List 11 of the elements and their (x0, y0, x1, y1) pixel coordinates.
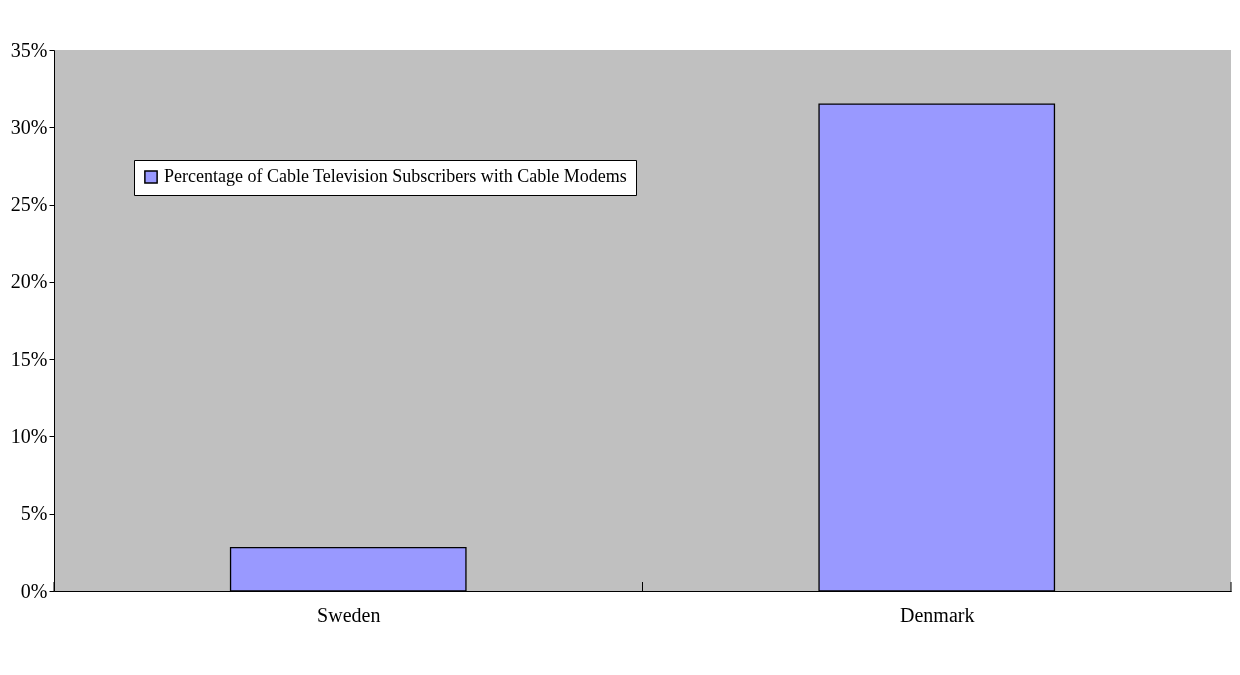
y-tick-label: 5% (20, 502, 48, 525)
x-tick-label: Sweden (317, 603, 381, 626)
legend-label: Percentage of Cable Television Subscribers with Cable Modems (164, 166, 627, 186)
y-tick-label: 30% (10, 115, 48, 138)
y-tick-label: 25% (10, 193, 48, 216)
y-tick-label: 10% (10, 424, 48, 447)
y-tick-label: 35% (10, 38, 48, 61)
y-tick-label: 20% (10, 270, 48, 293)
y-tick-label: 0% (20, 579, 48, 602)
x-tick-label: Denmark (900, 603, 975, 626)
y-tick-label: 15% (10, 347, 48, 370)
